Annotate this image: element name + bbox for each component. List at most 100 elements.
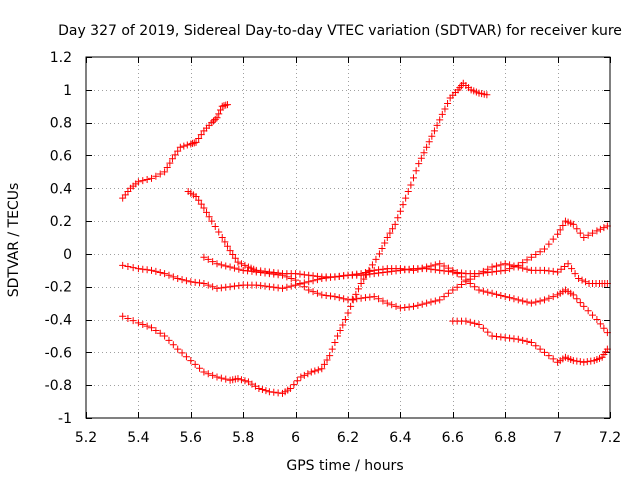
- data-point: [314, 366, 322, 374]
- data-point: [255, 384, 263, 392]
- data-point: [163, 163, 171, 171]
- data-point: [178, 349, 186, 357]
- data-point: [375, 266, 383, 274]
- data-point: [305, 286, 313, 294]
- data-point: [218, 234, 226, 241]
- data-point: [527, 299, 535, 307]
- data-point: [210, 117, 218, 125]
- data-point: [222, 283, 230, 291]
- data-point: [124, 314, 132, 322]
- data-point: [431, 297, 439, 305]
- series-sat-d: [119, 79, 491, 397]
- data-point: [148, 266, 155, 274]
- data-point: [418, 300, 426, 308]
- data-point: [414, 301, 422, 309]
- data-point: [584, 231, 592, 239]
- data-point: [196, 279, 204, 287]
- data-point: [396, 207, 404, 215]
- data-point: [375, 295, 383, 303]
- data-point: [379, 265, 387, 273]
- data-point: [143, 176, 151, 184]
- data-point: [430, 127, 438, 135]
- data-point: [514, 263, 522, 271]
- data-point: [265, 270, 273, 278]
- data-point: [388, 301, 396, 309]
- x-tick-label: 5.8: [232, 430, 254, 446]
- data-point: [361, 294, 369, 302]
- data-point: [545, 352, 553, 360]
- data-point: [334, 332, 342, 340]
- data-point: [166, 159, 174, 167]
- data-point: [336, 326, 344, 334]
- data-point: [541, 296, 548, 304]
- data-point: [541, 266, 548, 274]
- data-point: [320, 360, 328, 368]
- data-point: [571, 270, 579, 278]
- data-point: [497, 267, 505, 275]
- data-point: [344, 296, 352, 304]
- data-point: [381, 239, 389, 247]
- y-tick-label: 0.4: [50, 181, 72, 197]
- y-tick-label: 0.8: [50, 116, 72, 132]
- data-point: [578, 276, 586, 284]
- data-point: [230, 264, 238, 272]
- data-point: [339, 321, 347, 329]
- data-point: [270, 283, 278, 291]
- data-point: [165, 336, 173, 344]
- data-point: [527, 253, 535, 261]
- data-point: [322, 274, 330, 282]
- data-point: [392, 302, 400, 310]
- data-point: [449, 266, 457, 274]
- data-point: [134, 319, 142, 327]
- data-point: [208, 119, 216, 127]
- data-point: [401, 265, 409, 273]
- data-point: [216, 106, 224, 114]
- data-point: [217, 261, 225, 269]
- data-point: [287, 275, 295, 283]
- label-layer: 5.2 5.4 5.6 5.8 6 6.2 6.4 6.6 6.8 7 7.2 -1 -0.8 -0.6 -…: [45, 50, 621, 446]
- data-point: [484, 328, 492, 336]
- data-point: [168, 155, 176, 163]
- data-point: [549, 293, 557, 301]
- data-point: [573, 357, 581, 365]
- data-point: [191, 360, 199, 368]
- data-point: [335, 294, 343, 302]
- data-point: [344, 309, 352, 317]
- data-point: [501, 266, 509, 274]
- data-point: [274, 271, 282, 279]
- data-point: [436, 296, 444, 304]
- data-point: [139, 265, 147, 273]
- data-point: [438, 110, 446, 118]
- data-point: [318, 291, 326, 299]
- data-point: [453, 283, 461, 291]
- data-point: [300, 283, 308, 291]
- data-point: [152, 267, 160, 275]
- data-point: [510, 295, 518, 303]
- data-point: [215, 110, 223, 118]
- data-point: [205, 213, 213, 221]
- data-point: [180, 142, 188, 150]
- data-point: [192, 138, 200, 146]
- data-point: [366, 293, 374, 301]
- data-point: [229, 250, 237, 258]
- data-point: [479, 287, 487, 295]
- series-sat-c: [119, 260, 611, 337]
- data-point: [296, 270, 304, 278]
- data-point: [497, 291, 505, 299]
- data-point: [204, 255, 212, 263]
- data-point: [139, 320, 147, 328]
- data-point: [407, 181, 415, 189]
- data-point: [182, 277, 190, 285]
- data-point: [536, 345, 544, 353]
- data-point: [309, 288, 317, 296]
- data-point: [423, 263, 431, 271]
- data-point: [420, 149, 428, 157]
- data-point: [375, 250, 383, 258]
- data-point: [305, 278, 313, 286]
- data-point: [559, 221, 567, 229]
- x-tick-label: 7.2: [599, 430, 621, 446]
- data-point: [545, 240, 553, 248]
- data-point: [279, 284, 286, 292]
- x-tick-label: 7: [553, 430, 562, 446]
- data-point: [197, 200, 205, 208]
